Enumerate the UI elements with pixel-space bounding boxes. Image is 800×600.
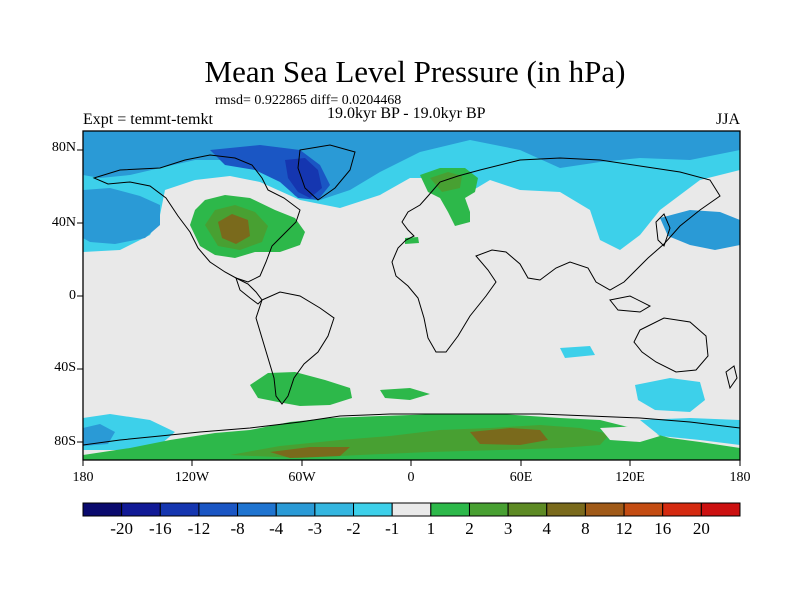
colorbar-tick-label: -1	[385, 519, 400, 538]
colorbar-swatch	[584, 502, 625, 517]
anomaly-southern-pacific-core	[83, 424, 115, 446]
colorbar-tick-label: -20	[110, 519, 133, 538]
colorbar-swatch	[623, 502, 664, 517]
coastline-antarctica	[83, 413, 740, 446]
colorbar-swatch	[391, 502, 432, 517]
anomaly-south-america	[250, 372, 352, 406]
anomaly-south-atlantic-small	[560, 346, 595, 358]
lon-label-0: 0	[407, 470, 415, 485]
time-period-label: 19.0kyr BP - 19.0kyr BP	[327, 105, 486, 122]
colorbar-swatch	[275, 502, 316, 517]
coastline-central-america	[235, 277, 263, 305]
lat-label-0: 0	[69, 288, 76, 303]
lon-label-60w: 60W	[288, 470, 316, 485]
coastline-north-america	[92, 154, 301, 283]
colorbar-tick-label: -2	[346, 519, 361, 538]
colorbar-swatch	[662, 502, 702, 517]
colorbar-swatch	[353, 502, 393, 517]
axis-ticks	[77, 149, 741, 466]
colorbar-tick-label: 4	[542, 519, 552, 538]
chart-title: Mean Sea Level Pressure (in hPa)	[204, 54, 626, 89]
coastline-australia	[633, 317, 709, 373]
coastline-south-america	[255, 291, 335, 405]
coastline-new-zealand	[725, 365, 738, 390]
coastline-japan	[655, 213, 671, 247]
colorbar-tick-label: -12	[187, 519, 211, 538]
colorbar	[82, 502, 741, 517]
colorbar-swatch	[507, 502, 548, 517]
coastline-southeast-asia	[609, 295, 652, 313]
colorbar-swatch	[82, 502, 123, 517]
colorbar-tick-label: 12	[615, 519, 633, 538]
lon-label-120w: 120W	[174, 470, 210, 485]
colorbar-swatch	[546, 502, 586, 517]
coastline-eurasia-africa	[391, 157, 721, 353]
lon-label-180w: 180	[72, 470, 94, 485]
colorbar-tick-label: 16	[654, 519, 672, 538]
lon-label-120e: 120E	[615, 470, 645, 485]
colorbar-swatch	[468, 502, 509, 517]
anomaly-south-indian-ocean	[635, 378, 705, 412]
anomaly-south-atlantic-east	[380, 388, 430, 400]
colorbar-tick-label: 8	[581, 519, 590, 538]
colorbar-swatch	[159, 502, 200, 517]
experiment-label: Expt = temmt-temkt	[83, 111, 213, 128]
colorbar-swatch	[121, 502, 161, 517]
colorbar-swatch	[198, 502, 239, 517]
coastlines	[83, 144, 740, 446]
season-label: JJA	[716, 111, 741, 128]
lat-label-80n: 80N	[51, 140, 76, 155]
colorbar-tick-label: 3	[503, 519, 513, 538]
anomaly-north-pacific-west	[83, 188, 160, 244]
colorbar-tick-label: -3	[307, 519, 322, 538]
lon-label-60e: 60E	[509, 470, 533, 485]
anomaly-antarctica-core-west	[270, 447, 350, 458]
colorbar-swatch	[314, 502, 355, 517]
anomaly-antarctica-core	[470, 428, 548, 445]
coastline-greenland	[297, 144, 356, 201]
colorbar-tick-label: -8	[230, 519, 245, 538]
colorbar-tick-label: 1	[426, 519, 436, 538]
lat-label-80s: 80S	[54, 434, 76, 449]
colorbar-swatch	[700, 502, 741, 517]
rmsd-diff-stats: rmsd= 0.922865 diff= 0.0204468	[215, 93, 402, 108]
anomaly-greenland-core	[285, 158, 322, 198]
lat-label-40s: 40S	[54, 360, 76, 375]
lat-label-40n: 40N	[51, 215, 76, 230]
colorbar-swatch	[430, 502, 470, 517]
colorbar-tick-label: -4	[269, 519, 284, 538]
antarctic-gap	[600, 426, 660, 442]
colorbar-tick-label: 20	[692, 519, 710, 538]
colorbar-tick-label: 2	[465, 519, 474, 538]
anomaly-west-europe-spot	[405, 237, 419, 244]
colorbar-swatch	[237, 502, 277, 517]
colorbar-tick-label: -16	[148, 519, 172, 538]
map-field	[83, 131, 740, 460]
anomaly-northwest-pacific	[660, 210, 740, 250]
lon-label-180e: 180	[729, 470, 751, 485]
anomaly-north-america-core	[218, 214, 250, 244]
